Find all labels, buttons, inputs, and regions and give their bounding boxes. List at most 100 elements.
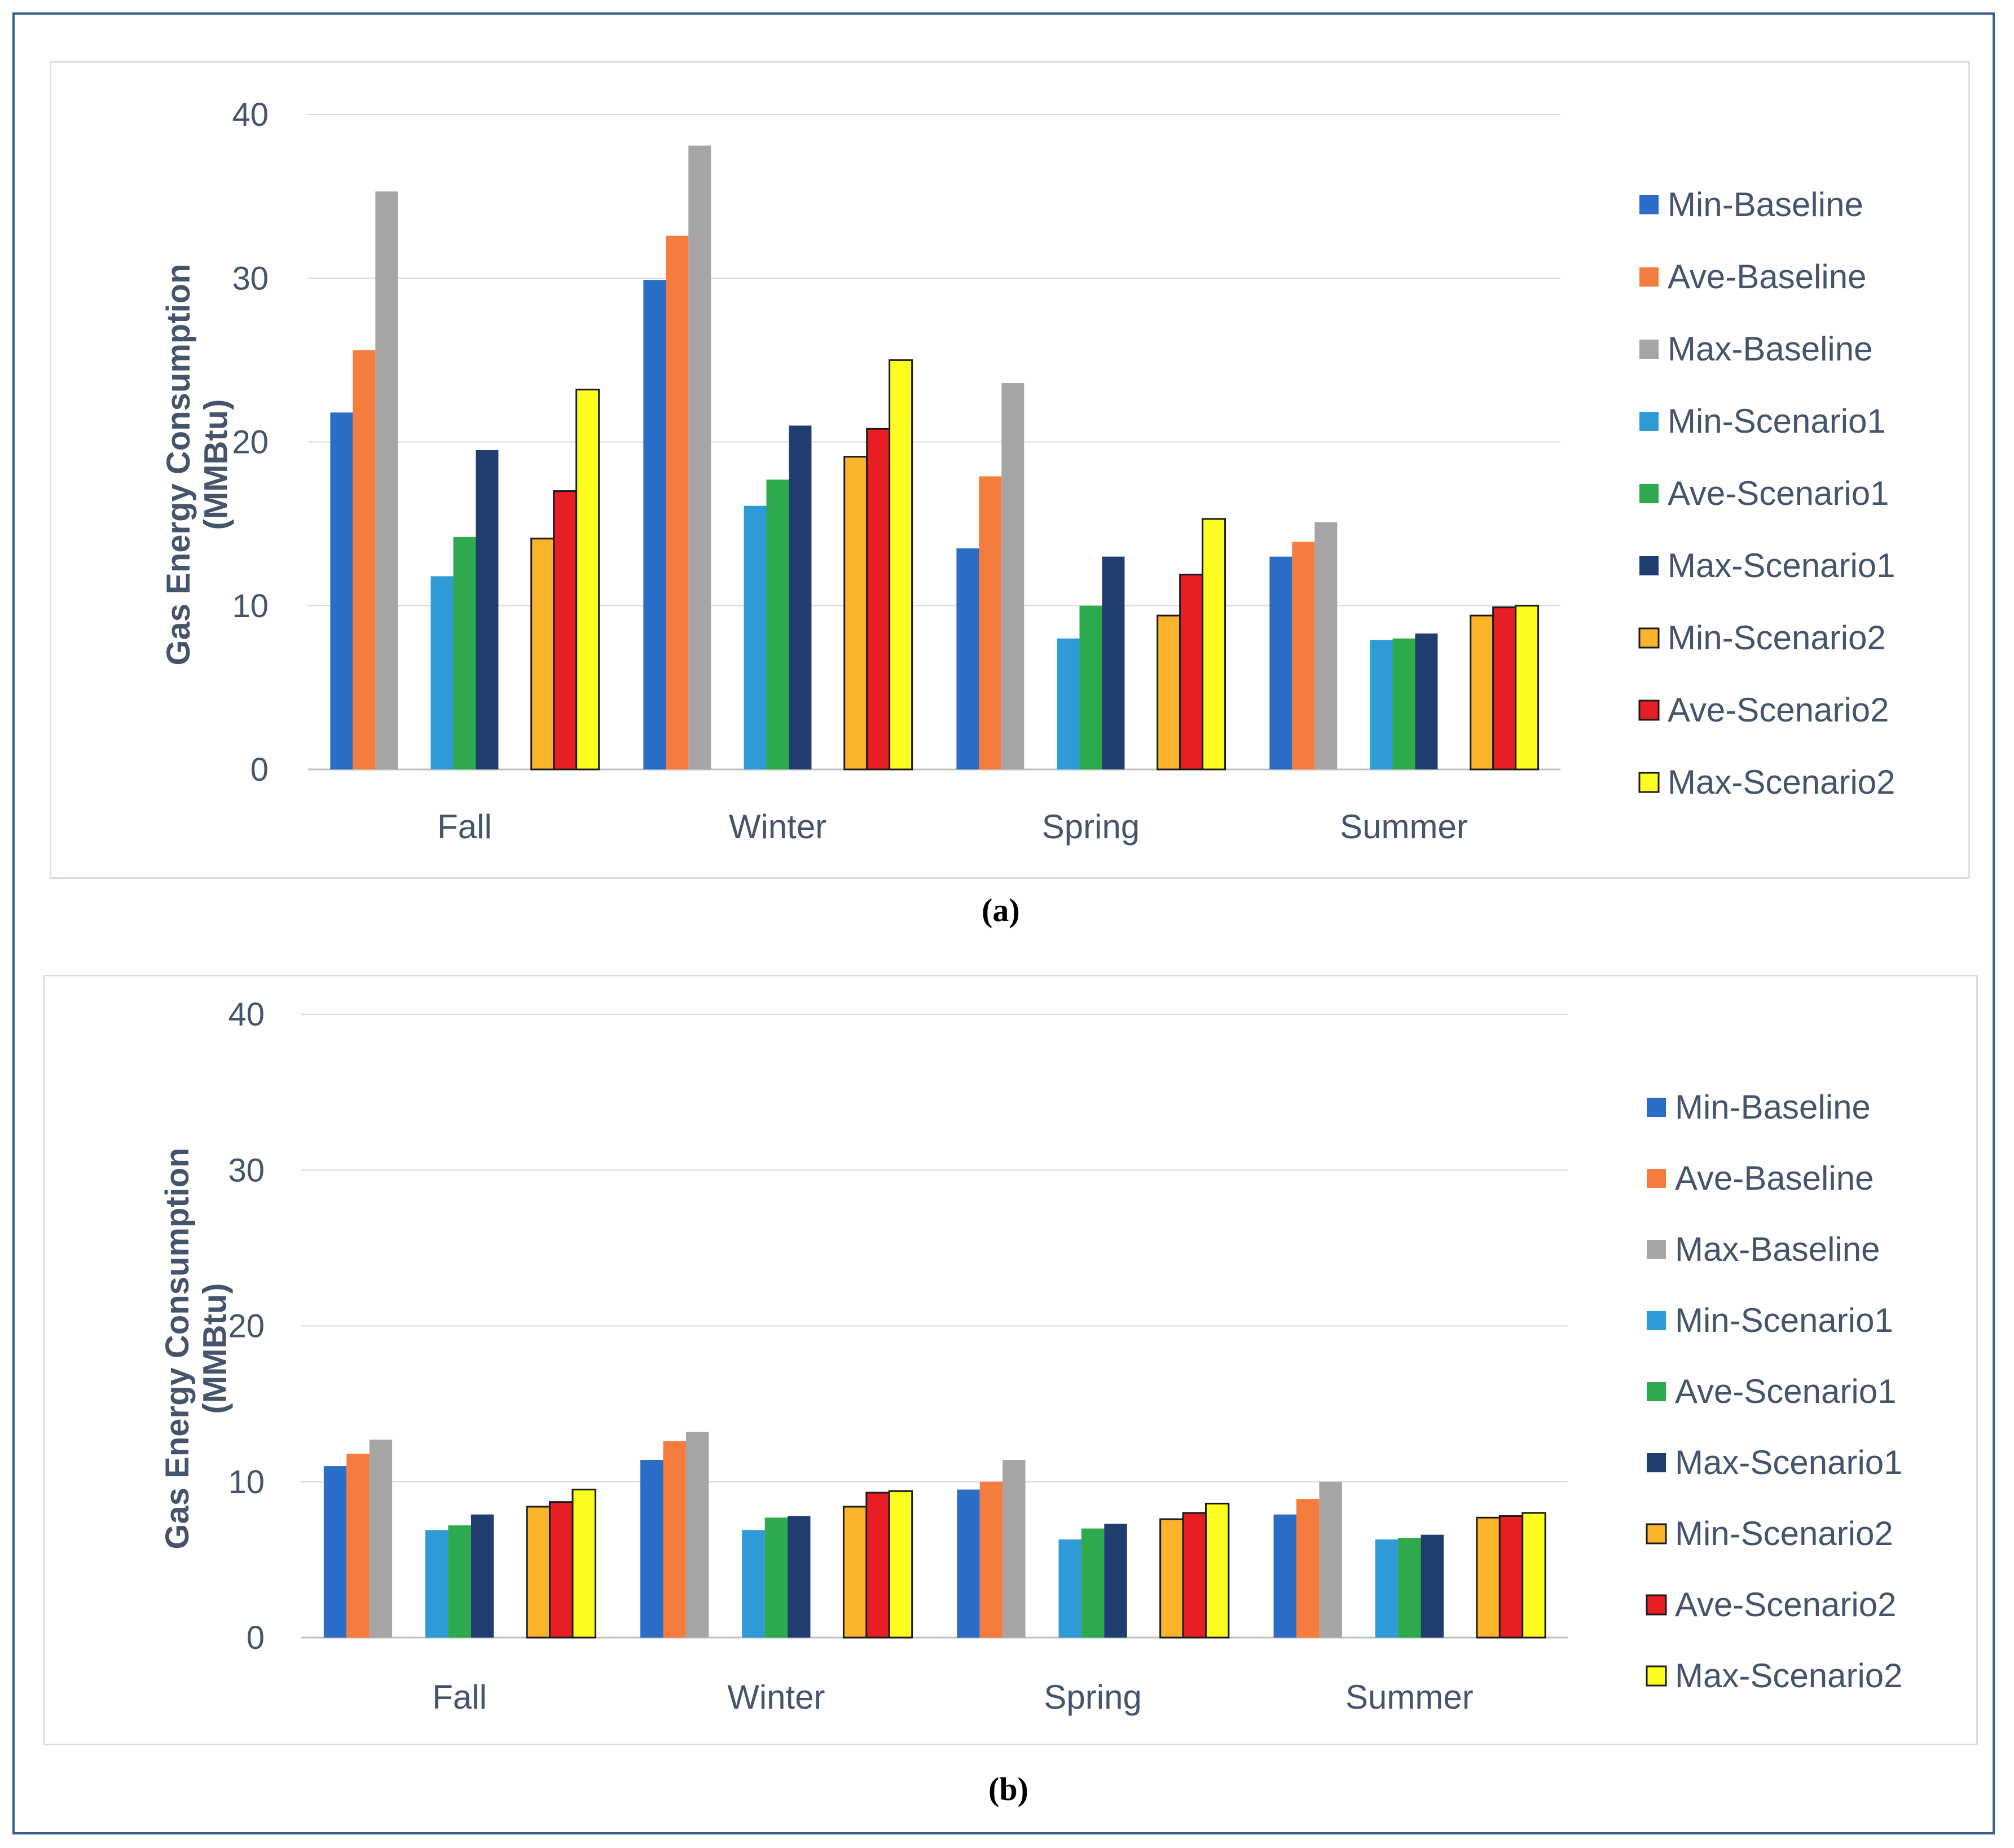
bar-max-scenario2-spring bbox=[1204, 1502, 1230, 1639]
legend-label-ave-scenario2: Ave-Scenario2 bbox=[1668, 691, 1889, 729]
chart-panel-a: 0 10 20 30 40 Gas Energy Consumption(MMBtu) Fa… bbox=[50, 61, 1970, 879]
bar-max-baseline-fall bbox=[369, 1440, 393, 1638]
bar-min-scenario2-winter bbox=[842, 1506, 868, 1639]
bar-min-scenario2-summer bbox=[1470, 614, 1494, 771]
legend-label-min-scenario1: Min-Scenario1 bbox=[1668, 402, 1886, 440]
bar-min-scenario1-fall bbox=[430, 576, 454, 769]
bar-ave-scenario1-summer bbox=[1398, 1538, 1421, 1638]
bar-ave-scenario2-spring bbox=[1179, 574, 1204, 771]
bar-min-scenario2-summer bbox=[1476, 1516, 1501, 1639]
chart-b: 0 10 20 30 40 Gas Energy Consumption(MMBtu) Fa… bbox=[159, 996, 1903, 1716]
legend-swatch-ave-baseline bbox=[1639, 267, 1659, 287]
y-axis-title: Gas Energy Consumption(MMBtu) bbox=[160, 263, 235, 665]
legend-label-ave-scenario1: Ave-Scenario1 bbox=[1668, 474, 1889, 512]
bar-ave-scenario1-fall bbox=[448, 1525, 471, 1638]
bar-max-baseline-fall bbox=[375, 191, 398, 769]
legend: Min-Baseline Ave-Baseline Max-Baseline Min-… bbox=[1638, 186, 1896, 801]
legend-swatch-max-scenario1 bbox=[1639, 556, 1659, 575]
legend-swatch-ave-scenario2 bbox=[1638, 699, 1660, 721]
bar-max-baseline-winter bbox=[688, 146, 711, 770]
bar-ave-scenario2-spring bbox=[1182, 1512, 1207, 1639]
legend-label-max-baseline: Max-Baseline bbox=[1675, 1230, 1880, 1268]
bar-min-scenario1-summer bbox=[1375, 1539, 1399, 1638]
bar-ave-baseline-winter bbox=[666, 235, 689, 769]
legend-swatch-min-scenario1 bbox=[1647, 1311, 1666, 1330]
bar-ave-scenario2-fall bbox=[549, 1501, 574, 1639]
bar-min-baseline-winter bbox=[643, 280, 666, 770]
caption-a: (a) bbox=[982, 892, 1020, 929]
bar-ave-scenario2-winter bbox=[865, 1491, 890, 1639]
bar-max-scenario1-summer bbox=[1421, 1534, 1444, 1638]
bar-max-scenario1-winter bbox=[788, 1516, 811, 1638]
bar-ave-scenario2-winter bbox=[866, 428, 891, 771]
y-tick-label: 40 bbox=[232, 96, 269, 133]
bar-ave-baseline-spring bbox=[979, 476, 1002, 769]
bar-max-baseline-summer bbox=[1319, 1481, 1342, 1638]
legend-label-min-scenario2: Min-Scenario2 bbox=[1675, 1515, 1893, 1552]
x-category-label: Summer bbox=[1340, 808, 1468, 846]
legend-swatch-min-baseline bbox=[1647, 1098, 1666, 1117]
bar-max-baseline-winter bbox=[685, 1432, 709, 1638]
y-tick-label: 0 bbox=[250, 751, 269, 788]
bar-min-scenario2-spring bbox=[1156, 614, 1181, 771]
bar-ave-scenario1-winter bbox=[766, 479, 789, 769]
legend-swatch-max-scenario2 bbox=[1638, 772, 1660, 793]
legend-swatch-ave-scenario1 bbox=[1647, 1382, 1666, 1401]
bar-ave-baseline-summer bbox=[1292, 542, 1315, 769]
legend: Min-Baseline Ave-Baseline Max-Baseline Min-… bbox=[1646, 1088, 1903, 1695]
legend-label-ave-baseline: Ave-Baseline bbox=[1668, 258, 1866, 296]
bar-min-scenario2-fall bbox=[530, 538, 555, 771]
bar-ave-scenario1-winter bbox=[764, 1517, 788, 1638]
bar-max-scenario1-fall bbox=[476, 450, 499, 769]
bar-ave-scenario2-summer bbox=[1492, 606, 1517, 771]
bar-min-scenario1-fall bbox=[425, 1530, 448, 1638]
legend-swatch-min-scenario1 bbox=[1639, 412, 1659, 431]
legend-label-min-scenario2: Min-Scenario2 bbox=[1668, 619, 1886, 657]
chart-panel-b: 0 10 20 30 40 Gas Energy Consumption(MMBtu) Fa… bbox=[43, 975, 1978, 1745]
bar-max-baseline-spring bbox=[1002, 1460, 1026, 1638]
bar-min-baseline-fall bbox=[323, 1466, 347, 1638]
y-tick-label: 10 bbox=[232, 588, 269, 624]
bar-max-scenario1-spring bbox=[1104, 1524, 1127, 1638]
x-category-label: Winter bbox=[729, 808, 826, 846]
bar-max-scenario2-winter bbox=[889, 359, 913, 771]
figure-frame bbox=[12, 12, 1995, 1834]
bar-max-scenario1-fall bbox=[470, 1514, 494, 1638]
legend-swatch-ave-baseline bbox=[1647, 1169, 1666, 1188]
gridlines bbox=[301, 1014, 1568, 1639]
bar-max-scenario2-winter bbox=[888, 1490, 913, 1639]
y-tick-label: 20 bbox=[228, 1308, 265, 1345]
x-category-label: Fall bbox=[432, 1678, 487, 1716]
y-tick-label: 10 bbox=[228, 1464, 265, 1501]
bar-max-scenario2-summer bbox=[1515, 605, 1540, 771]
bar-max-scenario1-winter bbox=[789, 425, 812, 769]
y-axis-title: Gas Energy Consumption(MMBtu) bbox=[159, 1147, 234, 1549]
legend-swatch-min-scenario2 bbox=[1646, 1523, 1667, 1545]
legend-label-ave-baseline: Ave-Baseline bbox=[1675, 1159, 1874, 1197]
bar-ave-baseline-spring bbox=[979, 1481, 1003, 1638]
legend-swatch-min-scenario2 bbox=[1638, 627, 1660, 649]
legend-swatch-max-scenario2 bbox=[1646, 1665, 1667, 1687]
legend-swatch-max-baseline bbox=[1647, 1240, 1666, 1259]
bar-min-baseline-spring bbox=[956, 548, 979, 769]
caption-b: (b) bbox=[988, 1771, 1028, 1807]
bar-ave-baseline-fall bbox=[346, 1454, 370, 1638]
x-category-label: Spring bbox=[1044, 1678, 1141, 1716]
legend-label-max-baseline: Max-Baseline bbox=[1668, 330, 1873, 368]
bar-min-baseline-spring bbox=[957, 1489, 980, 1638]
bar-min-scenario1-winter bbox=[742, 1530, 765, 1638]
bar-max-scenario2-summer bbox=[1522, 1512, 1546, 1639]
legend-label-max-scenario1: Max-Scenario1 bbox=[1675, 1444, 1903, 1481]
legend-label-max-scenario2: Max-Scenario2 bbox=[1668, 763, 1896, 801]
bar-max-scenario2-spring bbox=[1202, 518, 1226, 771]
gridlines bbox=[308, 114, 1560, 771]
bar-max-baseline-spring bbox=[1001, 383, 1024, 769]
x-category-label: Summer bbox=[1345, 1678, 1474, 1716]
bar-ave-baseline-winter bbox=[663, 1441, 686, 1638]
bar-min-baseline-fall bbox=[330, 412, 353, 769]
bar-min-scenario2-winter bbox=[843, 456, 868, 771]
x-category-label: Winter bbox=[727, 1678, 825, 1716]
legend-label-min-baseline: Min-Baseline bbox=[1675, 1088, 1871, 1126]
bar-min-scenario1-winter bbox=[744, 505, 767, 769]
y-tick-label: 0 bbox=[247, 1620, 265, 1656]
